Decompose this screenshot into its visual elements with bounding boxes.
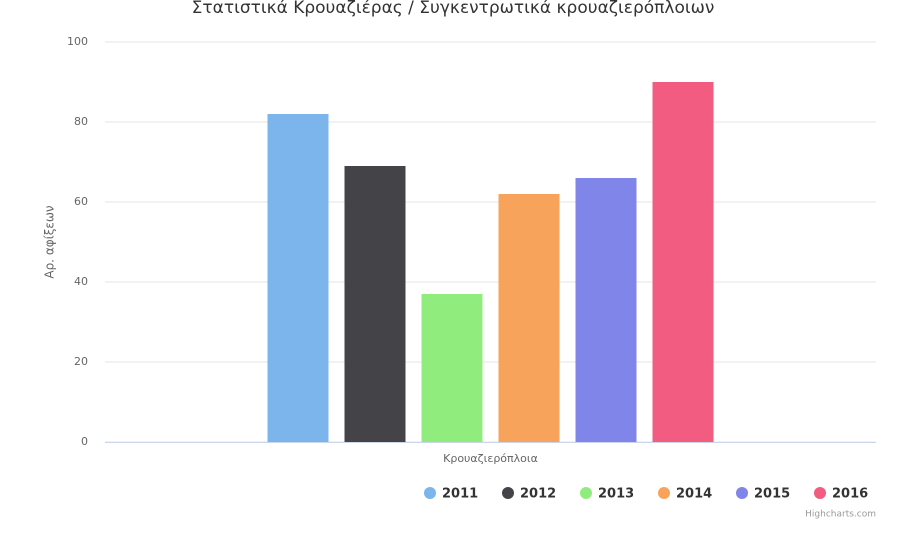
legend-marker: [424, 487, 436, 499]
bar: [652, 82, 714, 442]
legend-label[interactable]: 2016: [832, 487, 868, 502]
bar: [267, 114, 329, 442]
bar: [344, 166, 406, 442]
bar: [498, 194, 560, 442]
legend-marker: [814, 487, 826, 499]
credits[interactable]: Highcharts.com: [805, 510, 876, 520]
legend-marker: [658, 487, 670, 499]
y-tick-label: 100: [67, 35, 88, 48]
y-axis-label: Αρ. αφίξεων: [43, 205, 57, 279]
bar: [421, 294, 483, 442]
legend-marker: [736, 487, 748, 499]
legend-label[interactable]: 2013: [598, 487, 634, 502]
chart-title: Στατιστικά Κρουαζιέρας / Συγκεντρωτικά κ…: [192, 0, 715, 18]
y-tick-label: 40: [74, 275, 88, 288]
bar: [575, 178, 637, 442]
legend-label[interactable]: 2014: [676, 487, 712, 502]
y-tick-label: 60: [74, 195, 88, 208]
x-tick-label: Κρουαζιερόπλοια: [443, 452, 538, 465]
legend-marker: [580, 487, 592, 499]
legend-label[interactable]: 2015: [754, 487, 790, 502]
y-tick-label: 80: [74, 115, 88, 128]
y-tick-label: 0: [81, 435, 88, 448]
y-tick-label: 20: [74, 355, 88, 368]
legend-label[interactable]: 2012: [520, 487, 556, 502]
legend-label[interactable]: 2011: [442, 487, 478, 502]
legend-marker: [502, 487, 514, 499]
